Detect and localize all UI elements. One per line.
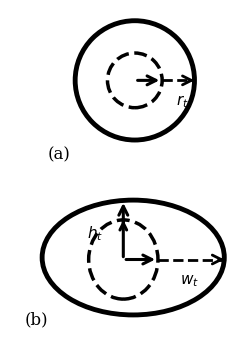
Text: $r_t$: $r_t$ bbox=[176, 93, 189, 110]
Text: $h_t$: $h_t$ bbox=[87, 224, 103, 243]
Text: (a): (a) bbox=[48, 146, 71, 163]
Text: $w_t$: $w_t$ bbox=[180, 274, 199, 289]
Text: (b): (b) bbox=[24, 312, 48, 329]
